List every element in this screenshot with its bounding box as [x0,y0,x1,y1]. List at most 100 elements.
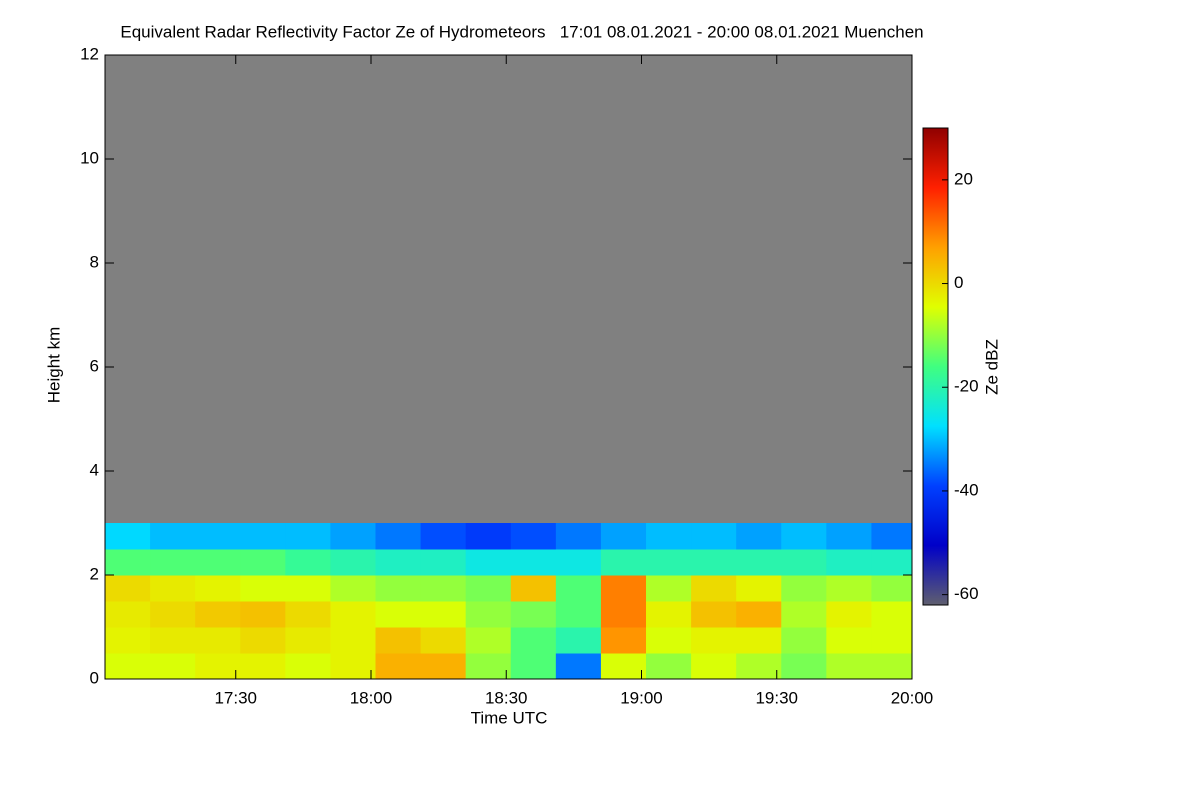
heatmap-cell [375,601,422,628]
heatmap-cell [105,627,151,654]
heatmap-cell [600,601,647,628]
x-tick-label: 19:00 [620,688,663,707]
heatmap-cell [195,549,241,576]
x-axis-label: Time UTC [471,708,548,727]
heatmap-cell [691,653,737,680]
heatmap-cell [330,523,377,550]
heatmap-cell [240,627,286,654]
heatmap-cell [510,653,557,680]
heatmap-cell [330,601,377,628]
heatmap-cell [465,627,512,654]
heatmap-cell [285,523,331,550]
heatmap-cell [465,575,512,602]
heatmap-cell [600,627,647,654]
heatmap-cell [691,627,737,654]
heatmap-cell [465,523,512,550]
heatmap-cell [781,549,827,576]
heatmap-cell [555,549,602,576]
heatmap-cell [240,575,286,602]
y-tick-label: 6 [90,356,99,375]
heatmap-cell [555,523,602,550]
heatmap-cell [330,549,377,576]
heatmap-cell [150,653,196,680]
heatmap-cell [691,575,737,602]
heatmap-cell [555,653,602,680]
heatmap-cell [285,653,331,680]
x-tick-label: 20:00 [891,688,934,707]
heatmap-cell [871,601,913,628]
heatmap-cell [510,549,557,576]
heatmap-cell [871,653,913,680]
heatmap-cell [285,575,331,602]
heatmap-cell [285,627,331,654]
heatmap-cell [105,523,151,550]
heatmap-cell [195,653,241,680]
x-tick-label: 17:30 [214,688,257,707]
heatmap-cell [646,627,692,654]
y-tick-label: 0 [90,668,99,687]
heatmap-cell [781,653,827,680]
heatmap-cell [646,601,692,628]
heatmap-cell [420,653,467,680]
heatmap-cell [105,549,151,576]
colorbar [922,127,949,606]
heatmap-cell [420,601,467,628]
heatmap-cell [510,575,557,602]
heatmap-cell [420,549,467,576]
heatmap-cell [555,627,602,654]
heatmap-cell [285,549,331,576]
chart-title: Equivalent Radar Reflectivity Factor Ze … [120,22,923,41]
heatmap-cell [510,523,557,550]
heatmap-cell [465,653,512,680]
heatmap-cell [510,627,557,654]
heatmap-cell [105,601,151,628]
heatmap-cell [420,523,467,550]
heatmap-cell [600,523,647,550]
heatmap-cell [330,627,377,654]
heatmap-cell [781,601,827,628]
heatmap-cell [646,653,692,680]
heatmap-cell [736,601,782,628]
heatmap-cell [195,523,241,550]
heatmap-cell [150,575,196,602]
colorbar-tick-label: 20 [954,169,973,188]
heatmap-cell [420,575,467,602]
heatmap-cell [195,575,241,602]
heatmap-cell [375,653,422,680]
heatmap-cell [330,575,377,602]
heatmap-cell [195,601,241,628]
x-tick-label: 18:00 [350,688,393,707]
heatmap-cell [600,653,647,680]
heatmap-cell [691,549,737,576]
y-tick-label: 2 [90,564,99,583]
heatmap-cell [240,549,286,576]
y-tick-label: 8 [90,252,99,271]
x-tick-label: 18:30 [485,688,528,707]
heatmap-cell [420,627,467,654]
heatmap-cell [555,575,602,602]
heatmap-cell [871,549,913,576]
heatmap-cell [781,627,827,654]
heatmap-cell [826,549,872,576]
heatmap-cell [330,653,377,680]
heatmap-cell [375,549,422,576]
heatmap-cell [736,523,782,550]
x-tick-label: 19:30 [755,688,798,707]
heatmap-cell [105,575,151,602]
y-tick-label: 12 [80,44,99,63]
heatmap-cell [465,601,512,628]
heatmap-cell [826,523,872,550]
heatmap-cell [736,627,782,654]
heatmap-cell [871,523,913,550]
heatmap-cell [781,523,827,550]
heatmap-cell [555,601,602,628]
heatmap-cell [510,601,557,628]
heatmap-cell [195,627,241,654]
heatmap-cell [826,653,872,680]
y-axis-label: Height km [44,327,63,404]
heatmap-cell [285,601,331,628]
colorbar-tick-label: -40 [954,480,979,499]
heatmap-cell [646,549,692,576]
heatmap-cell [646,523,692,550]
